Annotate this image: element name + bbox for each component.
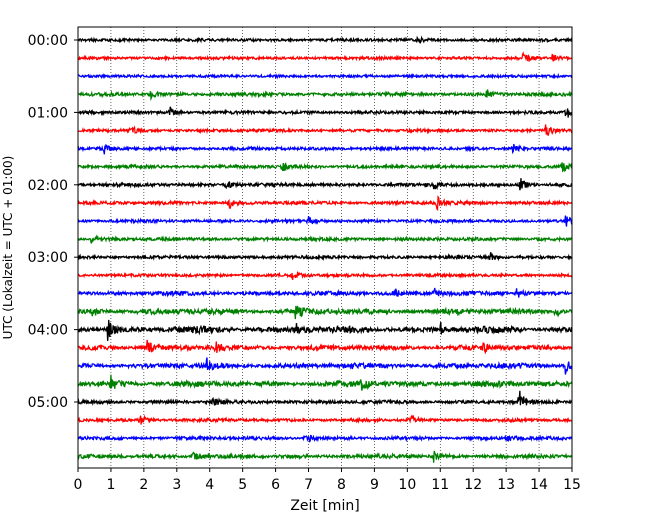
x-axis-label: Zeit [min] [290,498,359,514]
plot-frame [77,26,573,469]
x-tick-label: 9 [370,477,379,493]
trace-0200 [77,178,573,191]
x-tick-label: 15 [563,477,581,493]
y-tick-label: 00:00 [28,33,68,49]
trace-0130 [77,143,573,155]
trace-0445 [77,374,573,391]
y-tick-label: 05:00 [28,395,68,411]
y-tick-label: 03:00 [28,250,68,266]
x-tick-label: 10 [398,477,416,493]
trace-0500 [77,390,573,407]
x-tick-label: 7 [304,477,313,493]
trace-0230 [77,215,573,227]
x-tick-label: 8 [337,477,346,493]
x-tick-label: 1 [106,477,115,493]
trace-0245 [77,234,573,244]
y-axis-label: UTC (Lokalzeit = UTC + 01:00) [1,156,15,340]
trace-0215 [77,195,573,211]
trace-0515 [77,414,573,425]
x-tick-label: 12 [464,477,482,493]
y-axis-ticks: 00:00 01:00 02:00 03:00 04:00 05:00 [28,33,78,411]
trace-group [77,35,573,463]
trace-0530 [77,434,573,443]
trace-0415 [77,339,573,355]
trace-0400 [77,319,573,341]
x-tick-label: 4 [205,477,214,493]
x-tick-label: 6 [271,477,280,493]
y-tick-label: 02:00 [28,178,68,194]
trace-0330 [77,287,573,298]
x-tick-label: 2 [139,477,148,493]
trace-0545 [77,450,573,463]
trace-0015 [77,51,573,63]
x-axis-ticks: 0 1 2 3 4 5 6 7 8 9 10 11 12 13 14 15 [74,468,581,493]
x-tick-label: 13 [497,477,515,493]
trace-0115 [77,124,573,137]
trace-0000 [77,35,573,45]
x-tick-label: 3 [172,477,181,493]
trace-0315 [78,270,573,281]
y-tick-label: 04:00 [28,323,68,339]
trace-0045 [77,89,573,102]
trace-0430 [77,357,573,375]
y-tick-label: 01:00 [28,105,68,121]
x-tick-label: 5 [238,477,247,493]
trace-0030 [77,72,573,80]
x-tick-label: 0 [74,477,83,493]
trace-0300 [77,252,573,262]
x-tick-label: 14 [530,477,548,493]
x-tick-label: 11 [431,477,449,493]
trace-0345 [77,305,573,320]
trace-0145 [77,162,573,173]
trace-0100 [77,106,573,118]
